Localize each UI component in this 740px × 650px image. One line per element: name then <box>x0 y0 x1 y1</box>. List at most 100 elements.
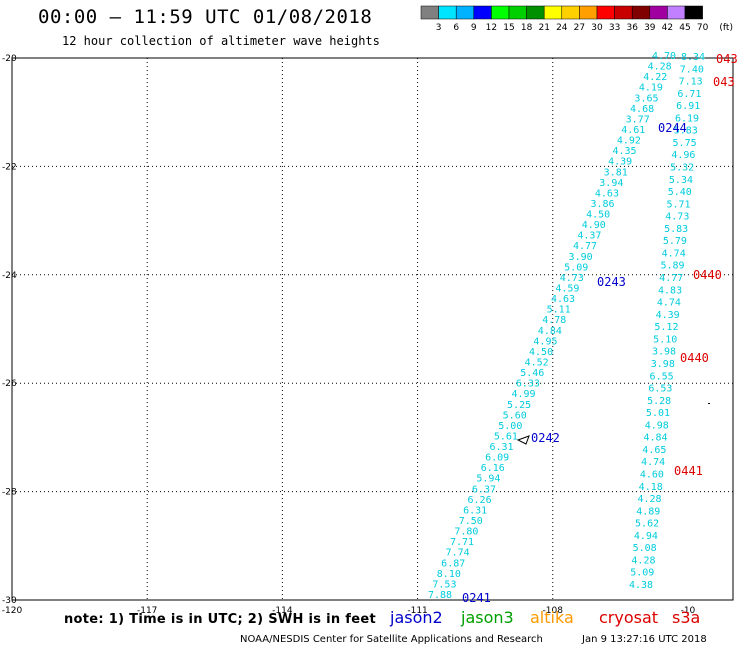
colorbar-label: 27 <box>574 23 585 33</box>
swh-value-label: 4.65 <box>642 445 666 456</box>
swh-value-label: 5.94 <box>476 474 500 485</box>
swh-value-label: 4.63 <box>595 188 619 199</box>
swh-value-label: 3.81 <box>604 167 628 178</box>
swh-value-label: 6.87 <box>441 558 465 569</box>
colorbar-swatch <box>614 5 633 20</box>
swh-value-label: 5.28 <box>647 396 671 407</box>
swh-value-label: 4.96 <box>671 150 695 161</box>
swh-value-label: 3.98 <box>652 347 676 358</box>
swh-value-label: 6.09 <box>485 453 509 464</box>
swh-value-label: 5.32 <box>670 163 694 174</box>
swh-value-label: 8.10 <box>437 569 461 580</box>
colorbar-swatch <box>631 5 651 20</box>
swh-value-label: 6.31 <box>489 442 513 453</box>
track-id-label: 043 <box>716 52 738 66</box>
swh-value-label: 7.80 <box>454 527 478 538</box>
swh-value-label: 7.50 <box>459 516 483 527</box>
swh-value-label: 4.52 <box>525 357 549 368</box>
swh-value-label: 3.77 <box>626 114 650 125</box>
colorbar-swatch <box>684 5 703 20</box>
swh-value-label: 5.11 <box>547 305 571 316</box>
y-tick-label: -22 <box>2 162 17 172</box>
x-tick-label: -10 <box>681 606 696 616</box>
swh-value-label: 4.83 <box>658 285 682 296</box>
colorbar-swatch <box>438 5 457 20</box>
colorbar-label: (ft) <box>719 23 733 33</box>
timestamp-text: Jan 9 13:27:16 UTC 2018 <box>582 634 707 645</box>
track-id-label: 0440 <box>693 268 722 282</box>
swh-value-label: 3.94 <box>599 178 623 189</box>
colorbar-label: 3 <box>436 23 442 33</box>
swh-value-label: 4.74 <box>641 457 665 468</box>
swh-value-label: 4.77 <box>573 241 597 252</box>
y-tick-label: -20 <box>2 54 17 64</box>
swh-value-label: 4.39 <box>608 157 632 168</box>
swh-value-label: 3.90 <box>569 252 593 263</box>
swh-value-label: 6.55 <box>650 371 674 382</box>
swh-value-label: 4.38 <box>629 580 653 591</box>
y-tick-label: -26 <box>2 379 17 389</box>
swh-value-label: 5.61 <box>494 431 518 442</box>
swh-value-label: 4.60 <box>640 469 664 480</box>
swh-value-label: 5.46 <box>520 368 544 379</box>
y-tick-label: -28 <box>2 488 17 498</box>
swh-value-label: 4.59 <box>555 284 579 295</box>
x-tick-label: -120 <box>2 606 23 616</box>
swh-value-label: 5.75 <box>673 138 697 149</box>
swh-value-label: 6.26 <box>468 495 492 506</box>
swh-value-label: 4.35 <box>612 146 636 157</box>
swh-value-label: 4.50 <box>529 347 553 358</box>
footer-note: note: 1) Time is in UTC; 2) SWH is in fe… <box>64 612 376 627</box>
swh-value-label: 4.70 <box>652 51 676 62</box>
swh-value-label: 5.60 <box>503 410 527 421</box>
swh-value-label: 4.77 <box>659 273 683 284</box>
colorbar-swatch <box>667 5 686 20</box>
legend-cryosat: cryosat <box>599 608 659 627</box>
swh-value-label: 4.50 <box>586 210 610 221</box>
colorbar-label: 36 <box>626 23 638 33</box>
swh-value-label: 6.53 <box>648 384 672 395</box>
colorbar-label: 45 <box>679 23 690 33</box>
chart-subtitle: 12 hour collection of altimeter wave hei… <box>62 34 380 48</box>
swh-value-label: 5.01 <box>646 408 670 419</box>
swh-value-label: 4.39 <box>656 310 680 321</box>
swh-value-label: 5.79 <box>663 236 687 247</box>
colorbar-swatch <box>543 5 563 20</box>
chart-title: 00:00 – 11:59 UTC 01/08/2018 <box>38 6 373 28</box>
swh-value-label: 6.16 <box>481 463 505 474</box>
swh-value-label: 8.34 <box>681 52 705 63</box>
colorbar-label: 42 <box>662 23 673 33</box>
colorbar-label: 12 <box>486 23 497 33</box>
colorbar-label: 21 <box>538 23 549 33</box>
colorbar-label: 30 <box>591 23 603 33</box>
swh-value-label: 7.40 <box>680 64 704 75</box>
legend-jason2: jason2 <box>390 608 443 627</box>
swh-value-label: 4.28 <box>631 555 655 566</box>
colorbar-swatch <box>579 5 598 20</box>
colorbar-label: 70 <box>697 23 709 33</box>
x-tick-label: -108 <box>543 606 564 616</box>
swh-value-label: 7.88 <box>428 590 452 601</box>
swh-value-label: 5.89 <box>660 261 684 272</box>
y-tick-label: -30 <box>2 596 17 606</box>
swh-value-label: 4.63 <box>551 294 575 305</box>
swh-value-label: 4.90 <box>582 220 606 231</box>
swh-value-label: 5.08 <box>633 543 657 554</box>
swh-value-label: 4.95 <box>533 336 557 347</box>
colorbar-swatch <box>561 5 580 20</box>
swh-value-label: 4.84 <box>644 433 668 444</box>
y-tick-label: -24 <box>2 271 17 281</box>
colorbar-label: 18 <box>521 23 533 33</box>
swh-value-label: 6.33 <box>516 379 540 390</box>
colorbar-label: 24 <box>556 23 568 33</box>
track-id-label: 0241 <box>462 591 491 605</box>
swh-value-label: 4.84 <box>538 326 562 337</box>
colorbar-swatch <box>473 5 492 20</box>
swh-value-label: 6.37 <box>472 484 496 495</box>
colorbar-label: 9 <box>471 23 477 33</box>
legend-s3a: s3a <box>672 608 701 627</box>
swh-value-label: 5.10 <box>653 334 677 345</box>
swh-value-label: 7.74 <box>446 548 470 559</box>
swh-value-label: 4.74 <box>657 298 681 309</box>
legend-jason3: jason3 <box>461 608 514 627</box>
